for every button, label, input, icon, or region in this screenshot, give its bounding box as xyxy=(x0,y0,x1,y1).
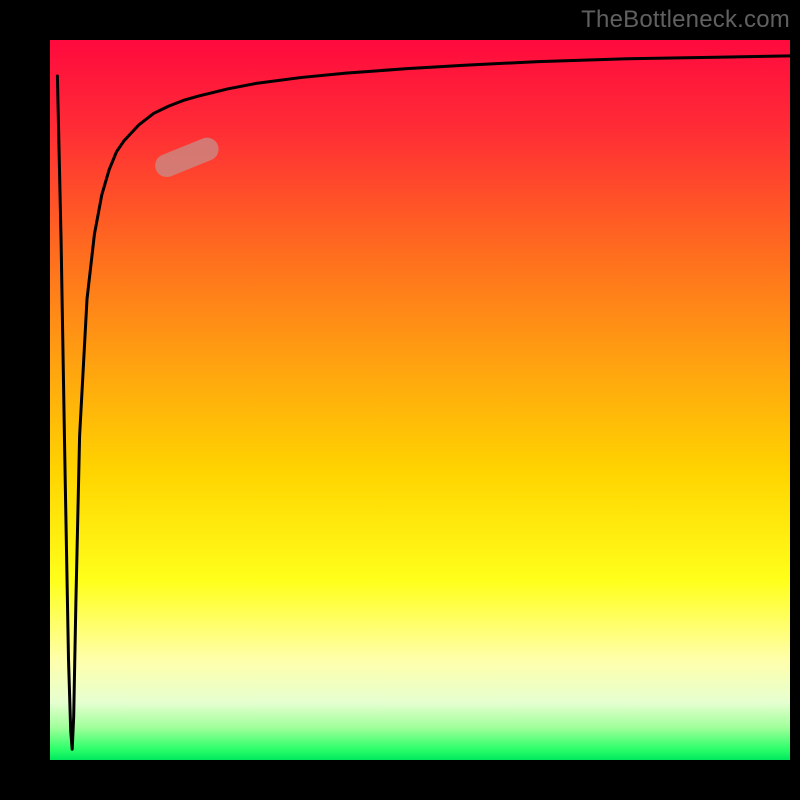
chart-container: TheBottleneck.com xyxy=(0,0,800,800)
plot-background xyxy=(50,40,790,760)
bottleneck-chart xyxy=(0,0,800,800)
watermark-text: TheBottleneck.com xyxy=(581,6,790,34)
